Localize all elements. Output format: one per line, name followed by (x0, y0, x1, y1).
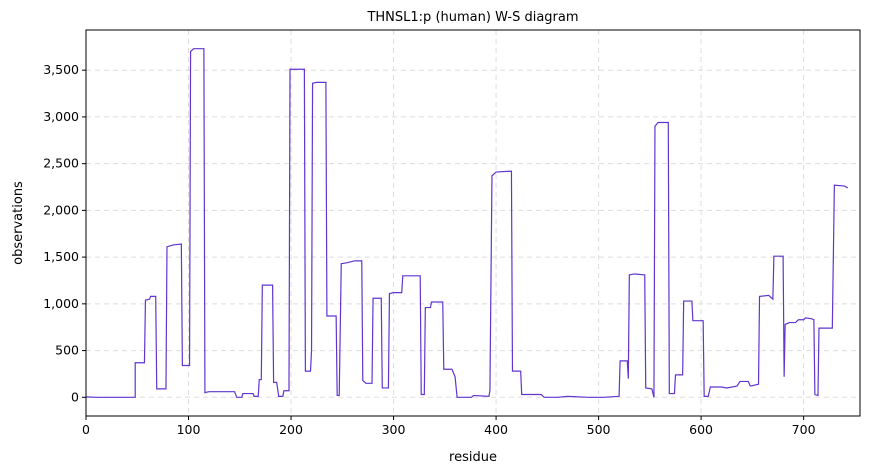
x-axis-label: residue (449, 450, 497, 465)
y-tick-label: 2,500 (43, 156, 79, 171)
data-line (85, 48, 849, 398)
y-tick-label: 0 (71, 389, 79, 404)
x-tick-label: 400 (484, 422, 508, 437)
y-tick-label: 500 (55, 343, 79, 358)
x-tick-label: 300 (382, 422, 406, 437)
x-tick-label: 700 (792, 422, 816, 437)
y-tick-label: 1,000 (43, 296, 79, 311)
x-tick-label: 200 (279, 422, 303, 437)
x-tick-label: 100 (177, 422, 201, 437)
y-tick-label: 3,500 (43, 62, 79, 77)
y-tick-label: 1,500 (43, 249, 79, 264)
x-tick-label: 0 (82, 422, 90, 437)
x-tick-label: 500 (587, 422, 611, 437)
y-tick-label: 3,000 (43, 109, 79, 124)
y-tick-label: 2,000 (43, 202, 79, 217)
y-axis-label: observations (11, 181, 26, 265)
x-tick-label: 600 (689, 422, 713, 437)
chart-title: THNSL1:p (human) W-S diagram (366, 10, 578, 25)
plot-frame (85, 29, 861, 417)
